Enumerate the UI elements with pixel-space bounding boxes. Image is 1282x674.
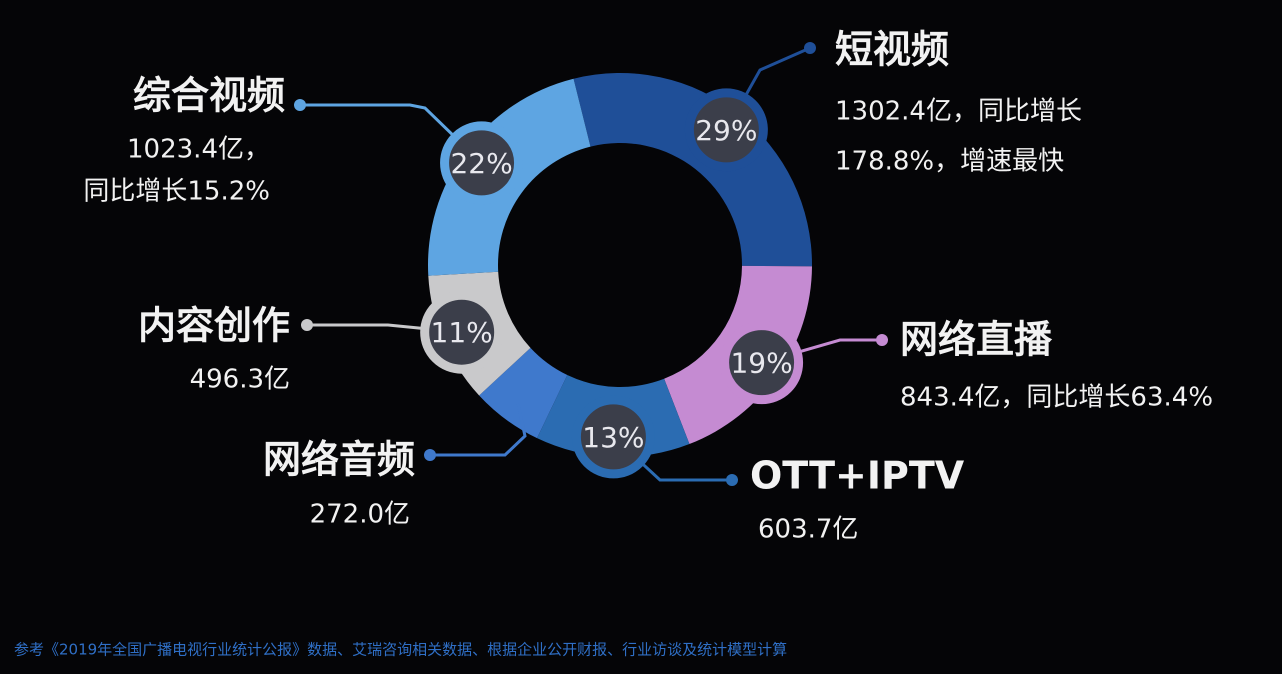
category-label: 综合视频 — [133, 74, 285, 118]
percent-bubble — [720, 321, 804, 405]
leader-dot — [301, 319, 313, 331]
category-detail: 同比增长15.2% — [83, 177, 270, 207]
category-label: 短视频 — [835, 28, 949, 72]
leader-dot — [424, 449, 436, 461]
category-label: 网络音频 — [263, 438, 415, 482]
percent-label: 11% — [431, 316, 493, 349]
category-label: 内容创作 — [138, 304, 290, 348]
percent-bubble — [571, 395, 655, 479]
category-detail: 272.0亿 — [310, 500, 410, 530]
leader-line — [430, 403, 527, 457]
category-detail: 1023.4亿， — [127, 135, 270, 165]
category-label: 网络直播 — [900, 318, 1053, 362]
category-detail: 843.4亿，同比增长63.4% — [900, 383, 1213, 413]
category-detail: 178.8%，增速最快 — [835, 147, 1064, 177]
category-detail: 603.7亿 — [758, 515, 858, 545]
percent-label: 22% — [450, 147, 512, 180]
donut-segment — [573, 73, 812, 267]
percent-label: 13% — [582, 421, 644, 454]
percent-bubble — [420, 290, 504, 374]
leader-dot — [294, 99, 306, 111]
leader-dot — [726, 474, 738, 486]
percent-label: 19% — [730, 347, 792, 380]
category-label: OTT+IPTV — [750, 454, 965, 498]
source-note: 参考《2019年全国广播电视行业统计公报》数据、艾瑞咨询相关数据、根据企业公开财… — [14, 641, 787, 659]
leader-dot — [876, 334, 888, 346]
percent-bubble — [684, 88, 768, 172]
percent-bubble — [440, 121, 524, 205]
leader-dot — [804, 42, 816, 54]
percent-label: 29% — [695, 114, 757, 147]
donut-segment — [479, 347, 568, 439]
category-detail: 496.3亿 — [190, 365, 290, 395]
category-detail: 1302.4亿，同比增长 — [835, 97, 1082, 127]
